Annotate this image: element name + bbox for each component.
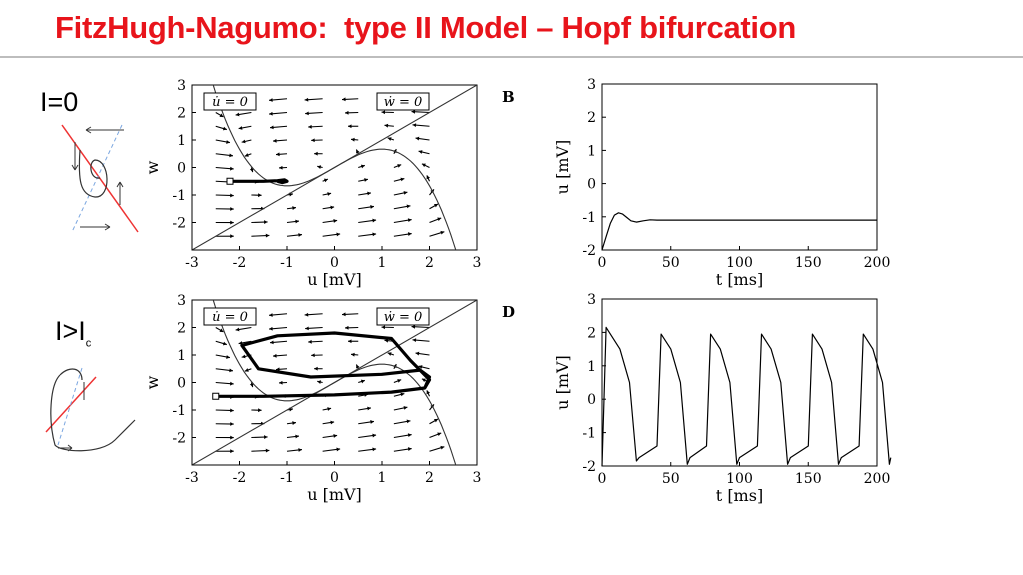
y-tick-label: -2 (582, 243, 596, 259)
x-tick-label: 100 (726, 255, 753, 271)
x-tick-label: -3 (185, 255, 199, 271)
trajectory (230, 178, 289, 185)
x-tick-label: 200 (864, 255, 891, 271)
start-marker (212, 392, 220, 400)
nullcline-label: ẇ = 0 (384, 310, 423, 325)
y-tick-label: -1 (582, 426, 596, 442)
y-tick-label: -2 (172, 431, 186, 447)
x-tick-label: 1 (378, 470, 387, 486)
x-tick-label: 150 (795, 255, 822, 271)
x-tick-label: -2 (233, 470, 247, 486)
y-tick-label: 0 (177, 161, 186, 177)
condition-label-top: I=0 (40, 87, 79, 117)
x-tick-label: 0 (598, 255, 607, 271)
y-tick-label: 1 (177, 133, 186, 149)
x-tick-label: -1 (280, 255, 294, 271)
condition-label-bottom-main: I>I (55, 316, 86, 346)
voltage-trace (601, 212, 877, 251)
y-axis-label: w (143, 375, 162, 389)
y-tick-label: 2 (587, 110, 596, 126)
condition-label-bottom-sub: c (85, 337, 92, 350)
x-tick-label: 2 (425, 470, 434, 486)
w-nullcline (192, 85, 477, 250)
y-tick-label: 0 (587, 177, 596, 193)
panel-label: D (502, 303, 515, 321)
x-tick-label: -3 (185, 470, 199, 486)
w-nullcline (192, 300, 477, 465)
x-axis-label: t [ms] (716, 270, 763, 289)
x-axis-label: u [mV] (307, 485, 362, 504)
y-tick-label: -2 (172, 216, 186, 232)
y-axis-label: u [mV] (553, 140, 572, 195)
y-tick-label: -2 (582, 459, 596, 475)
condition-label-bottom: I>Ic (55, 316, 91, 349)
x-tick-label: 0 (330, 470, 339, 486)
nullcline-label: u̇ = 0 (212, 95, 248, 110)
y-tick-label: 1 (177, 348, 186, 364)
y-tick-label: 0 (587, 392, 596, 408)
x-tick-label: 2 (425, 255, 434, 271)
x-tick-label: 50 (662, 471, 680, 487)
x-tick-label: -2 (233, 255, 247, 271)
x-tick-label: 100 (726, 471, 753, 487)
x-tick-label: 3 (473, 255, 482, 271)
x-tick-label: 150 (795, 471, 822, 487)
x-tick-label: 200 (864, 471, 891, 487)
x-tick-label: 1 (378, 255, 387, 271)
y-tick-label: -1 (582, 210, 596, 226)
y-tick-label: 2 (177, 106, 186, 122)
plot-frame (601, 298, 878, 467)
nullcline-label: ẇ = 0 (384, 95, 423, 110)
slide-title: FitzHugh-Nagumo: type II Model – Hopf bi… (55, 10, 797, 45)
x-axis-label: u [mV] (307, 270, 362, 289)
y-tick-label: 1 (587, 143, 596, 159)
y-tick-label: 3 (177, 78, 186, 94)
title-divider (0, 56, 1023, 58)
x-tick-label: -1 (280, 470, 294, 486)
y-tick-label: 2 (177, 321, 186, 337)
y-tick-label: 1 (587, 359, 596, 375)
y-axis-label: u [mV] (553, 355, 572, 410)
y-tick-label: 3 (587, 77, 596, 93)
x-axis-label: t [ms] (716, 486, 763, 505)
y-axis-label: w (143, 160, 162, 174)
y-tick-label: 3 (587, 292, 596, 308)
y-tick-label: 3 (177, 293, 186, 309)
x-tick-label: 0 (330, 255, 339, 271)
y-tick-label: -1 (172, 403, 186, 419)
nullcline-label: u̇ = 0 (212, 310, 248, 325)
x-tick-label: 3 (473, 470, 482, 486)
panel-label: B (502, 88, 515, 106)
x-tick-label: 0 (598, 471, 607, 487)
y-tick-label: 2 (587, 325, 596, 341)
y-tick-label: -1 (172, 188, 186, 204)
start-marker (226, 177, 234, 185)
y-tick-label: 0 (177, 376, 186, 392)
trajectory (215, 331, 432, 398)
x-tick-label: 50 (662, 255, 680, 271)
voltage-trace (601, 326, 892, 467)
